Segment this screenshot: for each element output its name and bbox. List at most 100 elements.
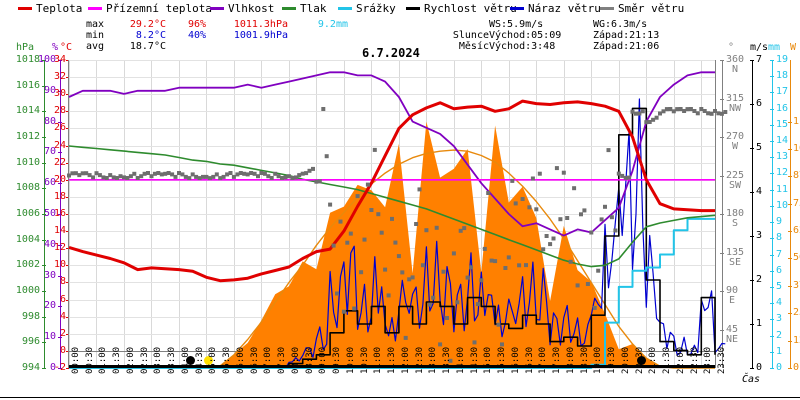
axis-tickmark-rain <box>770 125 774 126</box>
axis-tick-wind: 0 <box>756 362 763 373</box>
legend-swatch-icon <box>210 6 224 10</box>
axis-tickmark-solar <box>788 286 792 287</box>
legend-swatch-icon <box>282 6 296 10</box>
x-axis-label: 16:00 <box>510 346 521 374</box>
legend-swatch-icon <box>406 6 420 10</box>
wind-direction-point <box>455 300 460 305</box>
x-axis-label: 08:00 <box>290 346 301 374</box>
wind-direction-point <box>551 236 556 241</box>
x-axis-label: 17:00 <box>538 346 549 374</box>
axis-tickmark-direction <box>720 99 724 100</box>
wind-direction-point <box>280 176 284 180</box>
axis-tick-pressure: 1010 <box>15 156 40 168</box>
wind-direction-point <box>503 266 508 270</box>
wind-direction-point <box>424 228 429 233</box>
axis-tick-humidity: 100 <box>37 54 56 65</box>
axis-tick-rain: 11 <box>776 183 789 195</box>
x-axis-label: 17:30 <box>552 346 563 374</box>
axis-tickmark-rain <box>770 222 774 223</box>
axis-line-wind <box>752 60 753 368</box>
wind-direction-point <box>259 171 264 175</box>
x-axis-label: 14:00 <box>455 346 466 374</box>
wind-direction-point <box>664 107 669 112</box>
wind-direction-point <box>482 246 487 251</box>
wind-direction-point <box>723 110 728 114</box>
axis-tickmark-rain <box>770 76 774 77</box>
axis-tick-rain: 12 <box>776 167 789 179</box>
wind-direction-point <box>572 186 577 191</box>
axis-tickmark-pressure <box>42 111 46 112</box>
wind-direction-point <box>362 237 367 242</box>
wind-direction-point <box>111 175 116 180</box>
wind-direction-point <box>94 171 99 176</box>
axis-tickmark-pressure <box>42 60 46 61</box>
x-axis-label: 10:30 <box>359 346 370 374</box>
wind-direction-point <box>235 172 240 177</box>
wind-direction-point <box>108 173 113 178</box>
legend-swatch-icon <box>600 6 614 10</box>
wind-direction-point <box>80 171 85 176</box>
wind-direction-point <box>627 175 632 180</box>
wind-direction-point <box>396 254 401 259</box>
wind-direction-point <box>699 107 704 111</box>
wind-direction-point <box>300 171 305 176</box>
x-axis-label: 23:30 <box>717 346 727 374</box>
wind-direction-point <box>365 182 370 187</box>
wind-direction-point <box>218 176 223 181</box>
wind-direction-point <box>266 174 271 179</box>
wind-direction-point <box>706 111 711 116</box>
x-axis-label: 02:00 <box>125 346 136 374</box>
wind-direction-point <box>262 171 267 176</box>
axis-tick-rain: 17 <box>776 86 789 98</box>
wind-direction-point <box>544 234 549 238</box>
wind-direction-point <box>661 109 666 114</box>
axis-tick-rain: 6 <box>776 264 783 276</box>
x-axis-label: 05:30 <box>222 346 233 374</box>
wind-direction-point <box>252 171 257 176</box>
x-axis-label: 07:30 <box>277 346 288 374</box>
legend-item-2: Vlhkost <box>210 2 274 16</box>
wind-direction-point <box>321 107 326 111</box>
axis-tickmark-humidity <box>58 183 62 184</box>
x-axis-label: 11:30 <box>387 346 398 374</box>
x-axis-label: 22:00 <box>675 346 686 374</box>
wind-direction-point <box>534 207 539 212</box>
axis-tickmark-pressure <box>42 317 46 318</box>
wind-direction-point <box>73 171 78 176</box>
wind-direction-point <box>620 173 625 178</box>
axis-tickmark-humidity <box>58 368 62 369</box>
wind-direction-point <box>451 251 456 256</box>
axis-tick-solar: 0 <box>793 362 800 373</box>
wind-direction-point <box>142 171 147 176</box>
axis-tick-solar: 500 <box>793 252 800 264</box>
series-layer <box>67 71 728 369</box>
axis-tick-direction: 315 NW <box>726 92 745 114</box>
stats-row: avg 18.7°C <box>74 41 348 52</box>
wind-direction-point <box>132 171 137 176</box>
axis-tick-humidity: 30 <box>43 269 56 281</box>
x-axis-label: 09:30 <box>332 346 343 374</box>
wind-direction-point <box>616 171 621 176</box>
axis-tickmark-solar <box>788 176 792 177</box>
axis-tick-temperature: 8 <box>59 276 66 288</box>
legend-item-3: Tlak <box>282 2 327 16</box>
wind-direction-point <box>403 335 408 340</box>
axis-tick-humidity: 40 <box>43 238 56 250</box>
stats-cell: 18.7°C <box>129 41 166 52</box>
wind-direction-point <box>115 176 120 180</box>
legend-swatch-icon <box>510 6 524 10</box>
axis-tick-temperature: 30 <box>53 88 66 100</box>
wind-direction-point <box>441 269 446 274</box>
axis-tick-temperature: 2 <box>59 327 66 339</box>
x-axis-label: 02:30 <box>139 346 150 374</box>
wind-direction-point <box>97 173 102 178</box>
x-axis-label: 21:30 <box>662 346 673 374</box>
wind-direction-point <box>582 208 587 213</box>
wind-direction-point <box>589 230 594 235</box>
axis-tick-temperature: 18 <box>53 190 66 202</box>
wind-direction-point <box>214 172 219 177</box>
x-axis-label: 13:00 <box>428 346 439 374</box>
wind-direction-point <box>190 172 195 177</box>
x-axis-label: 21:00 <box>648 346 659 374</box>
wind-direction-point <box>314 179 319 184</box>
